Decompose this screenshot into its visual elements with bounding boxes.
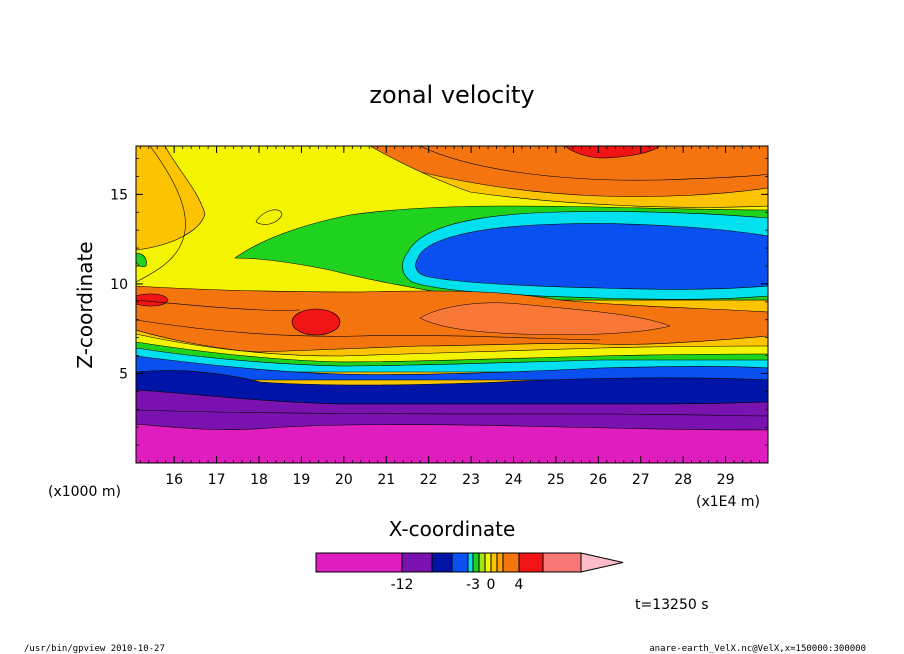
contour-line (136, 146, 186, 283)
plot-area (136, 146, 768, 463)
time-label: t=13250 s (635, 597, 709, 613)
contour-line (419, 146, 768, 181)
x-tick-label: 29 (717, 472, 735, 488)
magenta-layer (136, 423, 768, 463)
orange-core-east (419, 302, 671, 335)
x-tick-label: 22 (420, 472, 438, 488)
colorbar-bin-2 (431, 552, 453, 573)
colorbar (315, 552, 624, 573)
colorbar-tick-label: 0 (487, 577, 496, 593)
x-tick-label: 27 (632, 472, 650, 488)
colorbar-bin-0 (315, 552, 403, 573)
x-tick-label: 28 (674, 472, 692, 488)
x-tick-label: 21 (377, 472, 395, 488)
lower-yellow-layer (136, 333, 768, 363)
plot-frame (135, 145, 769, 464)
y-tick-label: 10 (110, 277, 128, 293)
y-axis-label: Z-coordinate (73, 241, 97, 368)
lower-blue-layer (136, 355, 768, 381)
x-axis: 16 17 18 19 20 21 22 23 24 25 26 27 28 29 (139, 146, 769, 488)
y-tick-label: 15 (110, 187, 128, 203)
x-tick-label: 19 (293, 472, 311, 488)
green-islet (136, 253, 147, 268)
colorbar-bin-5 (472, 552, 480, 573)
footer-left: /usr/bin/gpview 2010-10-27 (24, 644, 165, 654)
upper-red-core (564, 146, 661, 159)
contour-line (136, 299, 301, 311)
colorbar-tick-label: -3 (466, 577, 480, 593)
colorbar-bin-10 (502, 552, 520, 573)
colorbar-tick-label: -12 (391, 577, 414, 593)
x-axis-unit: (x1E4 m) (696, 494, 760, 510)
lower-cyan-layer (136, 347, 768, 373)
x-tick-label: 24 (505, 472, 523, 488)
colorbar-bin-9 (496, 552, 504, 573)
x-tick-label: 25 (547, 472, 565, 488)
x-tick-label: 20 (335, 472, 353, 488)
colorbar-bin-7 (484, 552, 492, 573)
colorbar-bin-8 (490, 552, 498, 573)
purple-layer (136, 389, 768, 431)
footer-right: anare-earth_VelX.nc@VelX,x=150000:300000 (649, 644, 866, 654)
y-axis: 5 10 15 (110, 158, 768, 446)
red-max-central (291, 308, 341, 336)
colorbar-extend-bin (580, 552, 624, 573)
contour-line (136, 409, 768, 417)
x-tick-label: 18 (250, 472, 268, 488)
navy-layer (136, 370, 768, 405)
x-tick-label: 17 (208, 472, 226, 488)
colorbar-ticks: -12 -3 0 4 (391, 577, 524, 593)
colorbar-tick-label: 4 (515, 577, 524, 593)
yellow-islet (255, 209, 283, 225)
colorbar-bin-1 (401, 552, 433, 573)
colorbar-bin-11 (518, 552, 544, 573)
y-tick-label: 5 (119, 366, 128, 382)
colorbar-bin-6 (478, 552, 486, 573)
chart-title: zonal velocity (369, 81, 534, 109)
x-axis-label: X-coordinate (389, 517, 516, 541)
x-tick-label: 23 (462, 472, 480, 488)
colorbar-bin-3 (451, 552, 469, 573)
colorbar-bin-4 (467, 552, 474, 573)
x-tick-label: 26 (589, 472, 607, 488)
contour-line (136, 319, 601, 341)
colorbar-bin-12 (542, 552, 582, 573)
x-tick-label: 16 (165, 472, 183, 488)
blue-jet-region (415, 223, 768, 290)
y-axis-unit: (x1000 m) (48, 484, 121, 500)
red-max-west (136, 293, 169, 307)
